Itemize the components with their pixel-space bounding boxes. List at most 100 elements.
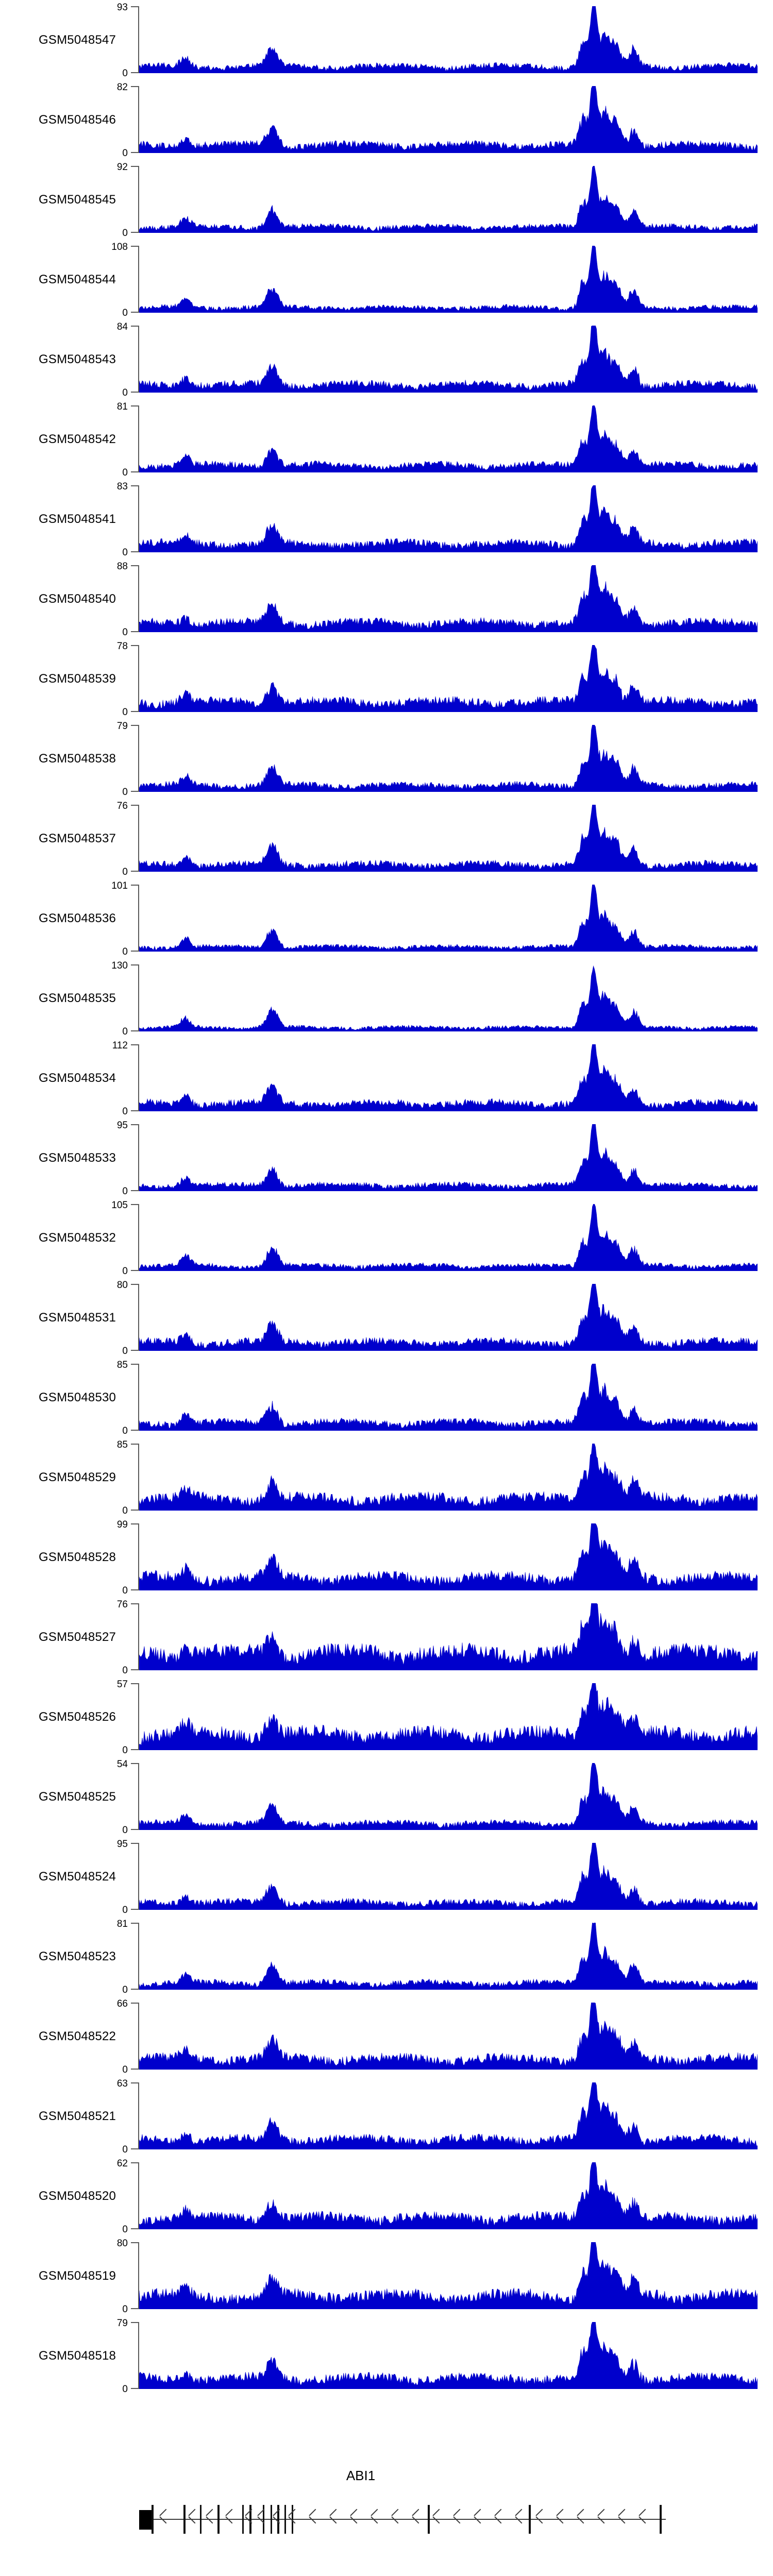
y-axis-tick-min: [131, 471, 139, 472]
coverage-plot-area[interactable]: [139, 1683, 758, 1750]
coverage-track[interactable]: GSM5048522 66 0: [0, 1996, 773, 2076]
track-sample-label: GSM5048529: [39, 1470, 116, 1484]
y-axis-max-value: 81: [116, 1919, 128, 1929]
coverage-plot-area[interactable]: [139, 1204, 758, 1271]
coverage-plot-area[interactable]: [139, 2322, 758, 2389]
coverage-plot-area[interactable]: [139, 1923, 758, 1990]
coverage-track[interactable]: GSM5048544 108 0: [0, 240, 773, 319]
coverage-track[interactable]: GSM5048520 62 0: [0, 2156, 773, 2236]
coverage-plot-area[interactable]: [139, 645, 758, 712]
coverage-track[interactable]: GSM5048519 80 0: [0, 2236, 773, 2316]
gene-exon[interactable]: [529, 2505, 531, 2534]
y-axis-min-value: 0: [122, 787, 128, 798]
coverage-track[interactable]: GSM5048537 76 0: [0, 799, 773, 878]
gene-utr-box[interactable]: [139, 2510, 153, 2530]
gene-exon[interactable]: [271, 2505, 272, 2534]
gene-exon[interactable]: [428, 2505, 430, 2534]
coverage-track[interactable]: GSM5048547 93 0: [0, 0, 773, 80]
y-axis-tick-max: [131, 1284, 139, 1285]
coverage-track[interactable]: GSM5048528 99 0: [0, 1517, 773, 1597]
coverage-plot-area[interactable]: [139, 2242, 758, 2309]
y-axis-min-value: 0: [122, 2144, 128, 2155]
gene-exon[interactable]: [284, 2505, 286, 2534]
coverage-track[interactable]: GSM5048526 57 0: [0, 1677, 773, 1757]
y-axis-tick-max: [131, 1204, 139, 1205]
y-axis-max-value: 80: [116, 2238, 128, 2249]
coverage-plot-area[interactable]: [139, 1444, 758, 1511]
coverage-track[interactable]: GSM5048525 54 0: [0, 1757, 773, 1837]
coverage-track[interactable]: GSM5048536 101 0: [0, 878, 773, 958]
coverage-plot-area[interactable]: [139, 2162, 758, 2229]
coverage-plot-area[interactable]: [139, 1284, 758, 1351]
coverage-plot-area[interactable]: [139, 1763, 758, 1830]
strand-arrow-left-icon: [618, 2512, 627, 2527]
y-axis-tick-min: [131, 1430, 139, 1431]
coverage-plot-area[interactable]: [139, 405, 758, 472]
coverage-plot-area[interactable]: [139, 1603, 758, 1670]
strand-arrow-left-icon: [371, 2512, 379, 2527]
coverage-plot-area[interactable]: [139, 1843, 758, 1910]
gene-model-body[interactable]: [139, 2499, 758, 2540]
coverage-track[interactable]: GSM5048539 78 0: [0, 639, 773, 719]
coverage-track[interactable]: GSM5048530 85 0: [0, 1358, 773, 1437]
strand-arrow-left-icon: [412, 2512, 421, 2527]
coverage-plot-area[interactable]: [139, 166, 758, 233]
coverage-plot-area[interactable]: [139, 964, 758, 1031]
strand-arrow-left-icon: [474, 2512, 482, 2527]
gene-exon[interactable]: [217, 2505, 220, 2534]
coverage-plot-area[interactable]: [139, 2082, 758, 2149]
coverage-track[interactable]: GSM5048524 95 0: [0, 1837, 773, 1917]
gene-exon[interactable]: [183, 2505, 186, 2534]
y-axis-tick-min: [131, 2308, 139, 2309]
coverage-plot-area[interactable]: [139, 565, 758, 632]
coverage-track[interactable]: GSM5048546 82 0: [0, 80, 773, 160]
y-axis-tick-min: [131, 152, 139, 153]
coverage-track[interactable]: GSM5048545 92 0: [0, 160, 773, 240]
gene-exon[interactable]: [242, 2505, 244, 2534]
coverage-plot-area[interactable]: [139, 1124, 758, 1191]
coverage-plot-area[interactable]: [139, 485, 758, 552]
coverage-track[interactable]: GSM5048535 130 0: [0, 958, 773, 1038]
coverage-plot-area[interactable]: [139, 805, 758, 872]
coverage-track[interactable]: GSM5048523 81 0: [0, 1917, 773, 1996]
y-axis-tick-min: [131, 2388, 139, 2389]
coverage-track[interactable]: GSM5048540 88 0: [0, 559, 773, 639]
coverage-track[interactable]: GSM5048542 81 0: [0, 399, 773, 479]
coverage-plot-area[interactable]: [139, 2003, 758, 2070]
y-axis-min-value: 0: [122, 1106, 128, 1117]
gene-exon[interactable]: [152, 2505, 154, 2534]
coverage-plot-area[interactable]: [139, 326, 758, 393]
coverage-plot-area[interactable]: [139, 1044, 758, 1111]
coverage-track[interactable]: GSM5048541 83 0: [0, 479, 773, 559]
coverage-track[interactable]: GSM5048538 79 0: [0, 719, 773, 799]
coverage-plot-area[interactable]: [139, 885, 758, 952]
coverage-track[interactable]: GSM5048531 80 0: [0, 1278, 773, 1358]
coverage-track[interactable]: GSM5048533 95 0: [0, 1118, 773, 1198]
coverage-track[interactable]: GSM5048521 63 0: [0, 2076, 773, 2156]
coverage-track[interactable]: GSM5048543 84 0: [0, 319, 773, 399]
coverage-track[interactable]: GSM5048532 105 0: [0, 1198, 773, 1278]
coverage-plot-area[interactable]: [139, 725, 758, 792]
y-axis-min-value: 0: [122, 1745, 128, 1756]
coverage-plot-area[interactable]: [139, 1364, 758, 1431]
coverage-track[interactable]: GSM5048518 79 0: [0, 2316, 773, 2396]
coverage-plot-area[interactable]: [139, 1523, 758, 1590]
coverage-plot-area[interactable]: [139, 6, 758, 73]
gene-exon[interactable]: [200, 2505, 201, 2534]
y-axis-tick-max: [131, 1843, 139, 1844]
y-axis-max-value: 78: [116, 641, 128, 652]
coverage-track[interactable]: GSM5048534 112 0: [0, 1038, 773, 1118]
y-axis-min-value: 0: [122, 1505, 128, 1516]
gene-exon[interactable]: [660, 2505, 662, 2534]
coverage-plot-area[interactable]: [139, 86, 758, 153]
track-sample-label: GSM5048534: [39, 1071, 116, 1085]
y-axis-line: [138, 805, 139, 872]
coverage-plot-area[interactable]: [139, 246, 758, 313]
y-axis-tick-min: [131, 1510, 139, 1511]
coverage-track[interactable]: GSM5048527 76 0: [0, 1597, 773, 1677]
y-axis-tick-max: [131, 86, 139, 87]
y-axis-max-value: 80: [116, 1280, 128, 1291]
y-axis-tick-min: [131, 1669, 139, 1670]
track-sample-label: GSM5048518: [39, 2348, 116, 2363]
coverage-track[interactable]: GSM5048529 85 0: [0, 1437, 773, 1517]
